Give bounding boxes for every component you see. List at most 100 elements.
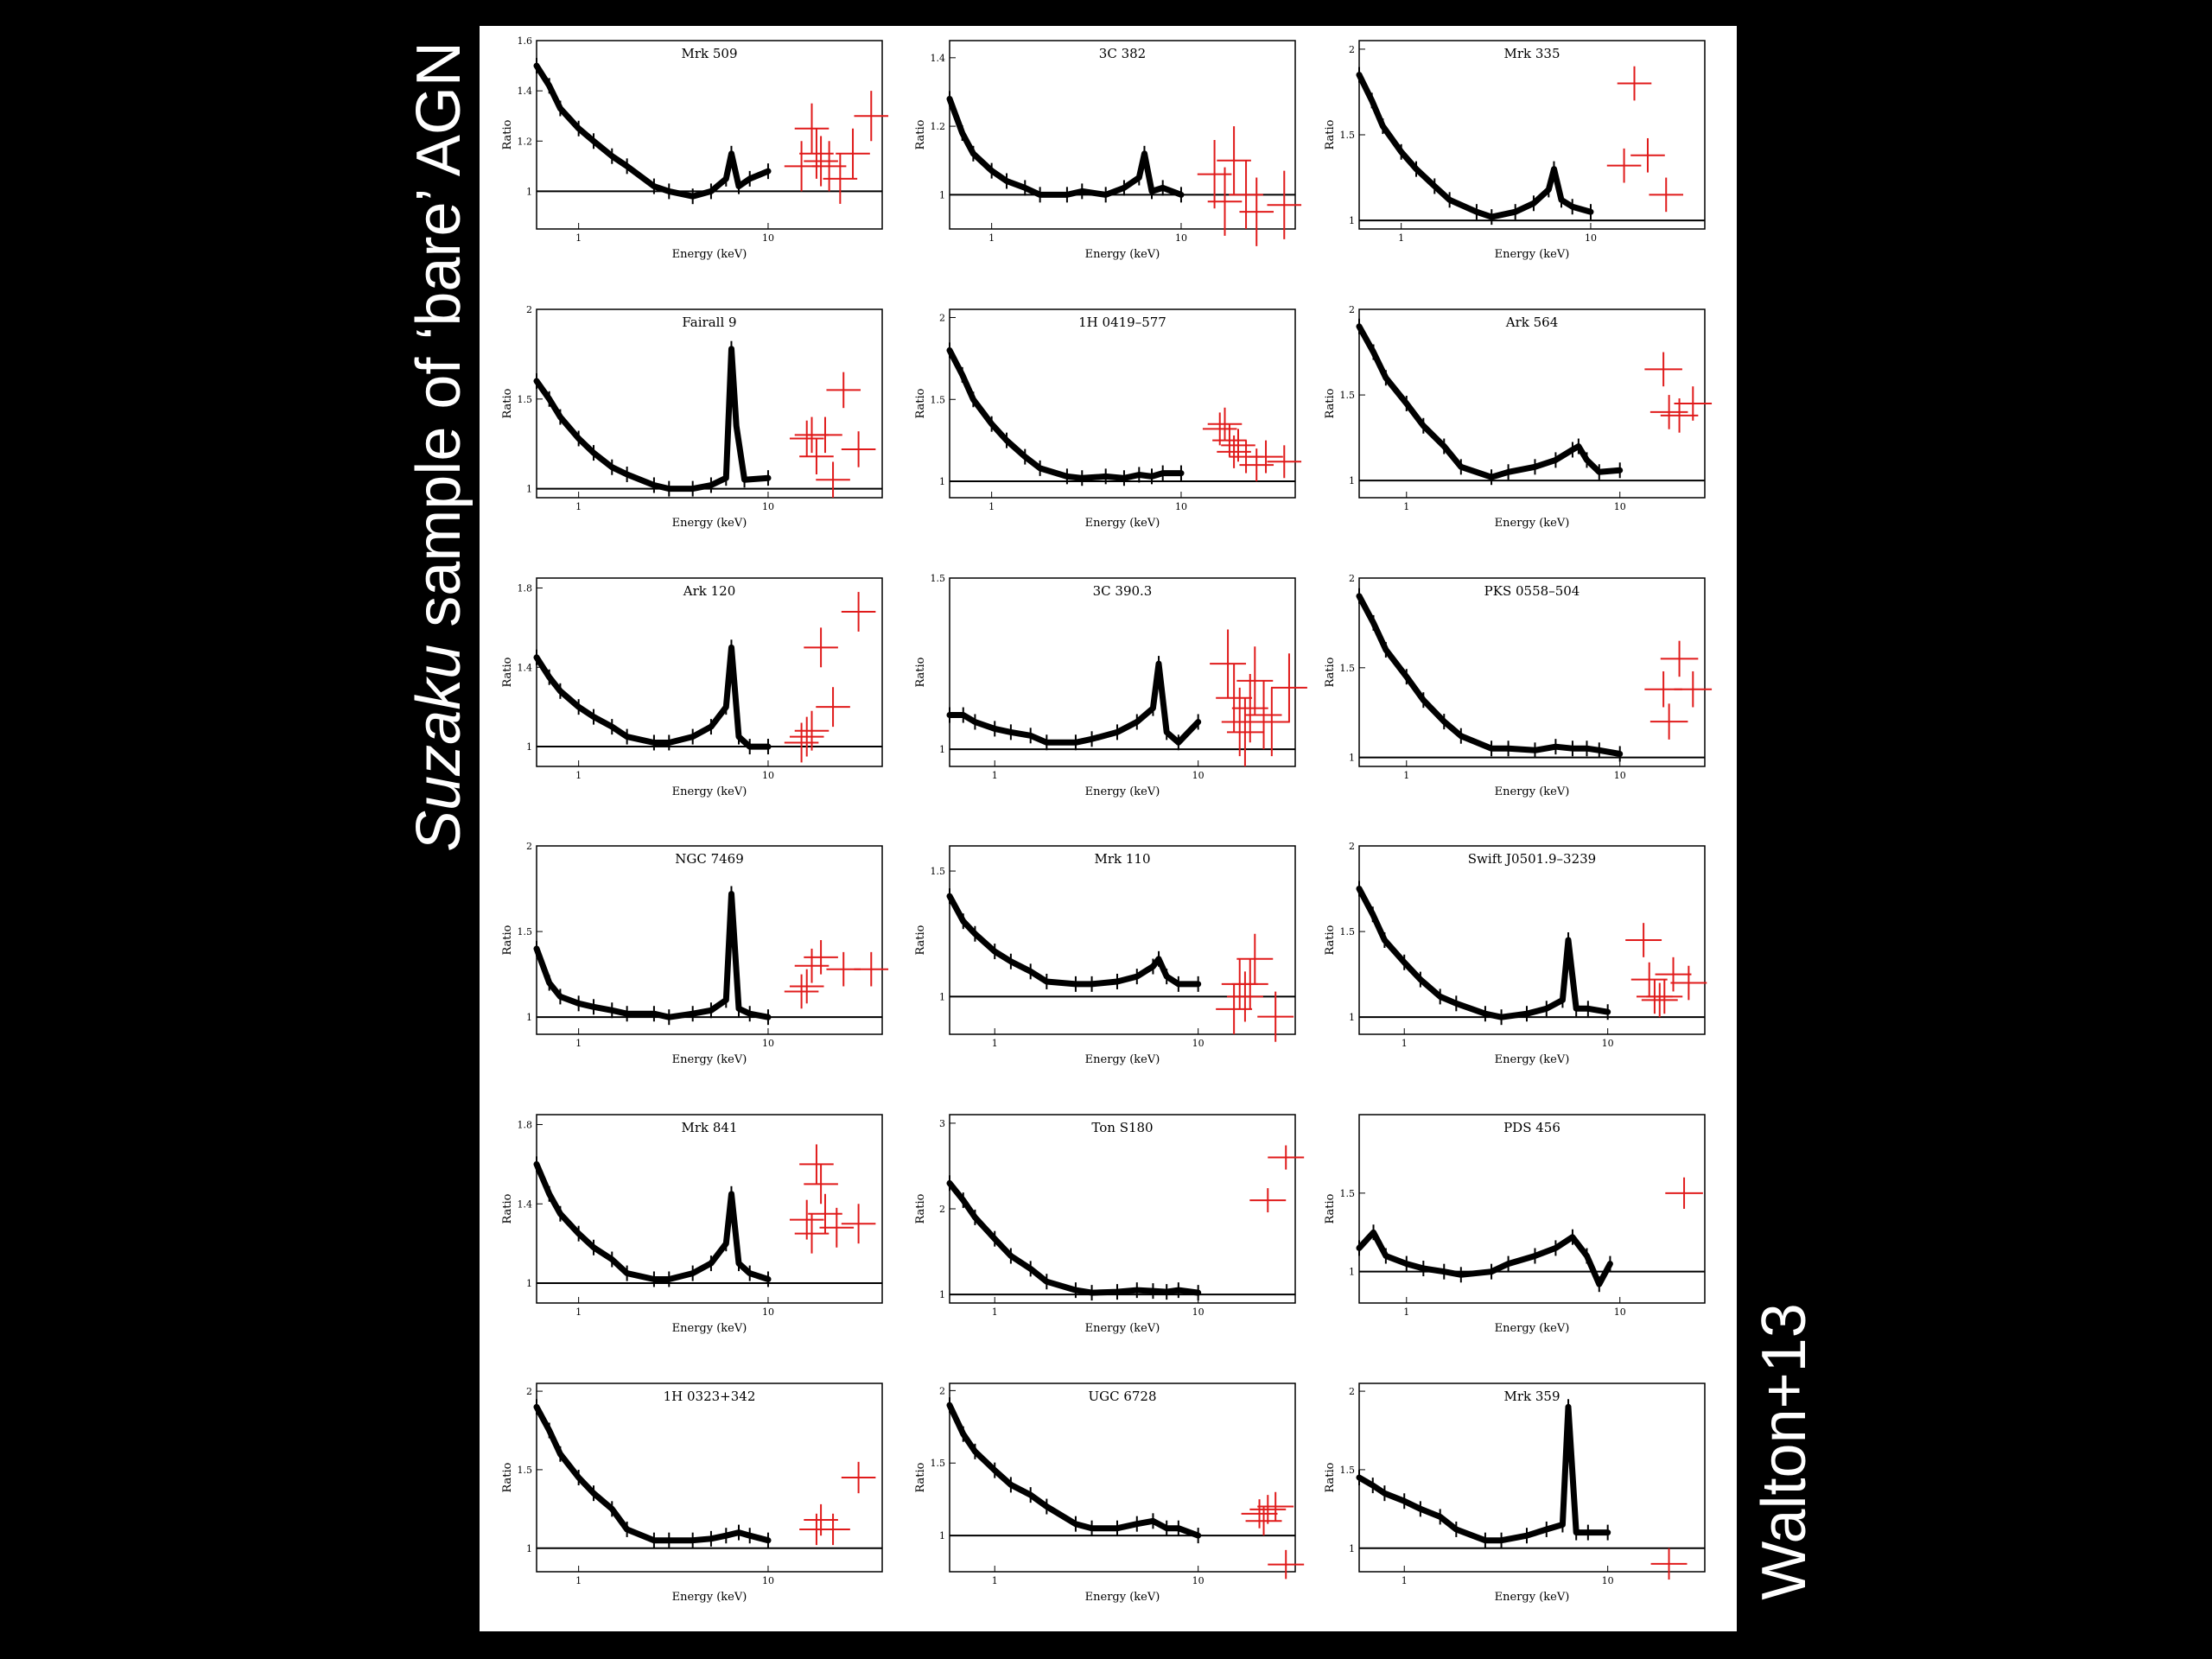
panel-1-ytick-label: 1.2 <box>518 136 533 147</box>
panel-3-title: Mrk 335 <box>1503 46 1560 61</box>
panel-9-xis-series <box>1356 593 1624 757</box>
panel-7-title: Ark 120 <box>683 583 736 599</box>
panel-8-xtick-label: 1 <box>992 770 998 781</box>
panel-13-xis-series <box>533 1160 772 1282</box>
panel-5-frame <box>949 308 1296 499</box>
panel-6-ytick-label: 2 <box>1349 304 1355 315</box>
panel-14-ytick-label: 1 <box>939 1289 945 1300</box>
panel-16-ytick-label: 1 <box>526 1543 532 1554</box>
panel-4: Fairall 9 1 1.5 2 1 10 Ratio Energy (keV) <box>501 304 883 530</box>
panel-12-title: Swift J0501.9–3239 <box>1468 851 1596 867</box>
panel-4-ytick-label: 1 <box>526 484 532 495</box>
panel-3-ylabel: Ratio <box>1324 119 1337 149</box>
panel-18-ytick-label: 1.5 <box>1340 1465 1356 1476</box>
panel-6-xlabel: Energy (keV) <box>1495 517 1570 530</box>
panel-12-xlabel: Energy (keV) <box>1495 1053 1570 1066</box>
panel-2-title: 3C 382 <box>1099 46 1146 61</box>
panel-13-title: Mrk 841 <box>681 1120 737 1135</box>
panel-5-xis-series <box>946 346 1185 481</box>
panel-6: Ark 564 1 1.5 2 1 10 Ratio Energy (keV) <box>1324 304 1713 530</box>
panel-12-xis-series <box>1356 886 1611 1020</box>
panel-13-xtick-label: 10 <box>762 1306 774 1318</box>
panel-8-ytick-label: 1 <box>939 744 945 755</box>
panel-8-xlabel: Energy (keV) <box>1085 785 1160 798</box>
panel-15-ytick-label: 1.5 <box>1340 1188 1356 1199</box>
panel-1-ytick-label: 1.4 <box>518 86 533 97</box>
panel-1-xtick-label: 10 <box>762 232 774 244</box>
panel-2-ytick-label: 1 <box>939 189 945 200</box>
panel-5-ytick-label: 2 <box>939 312 945 323</box>
panel-13-ytick-label: 1.8 <box>518 1119 533 1130</box>
slide-title-text: Suzaku sample of ‘bare’ AGN <box>404 41 474 852</box>
panel-15: PDS 456 1 1.5 1 10 Ratio Energy (keV) <box>1324 1114 1706 1335</box>
panel-10-title: NGC 7469 <box>675 851 744 867</box>
panel-16-frame <box>536 1382 883 1573</box>
panel-14-frame <box>949 1114 1296 1304</box>
panel-2-xtick-label: 1 <box>988 232 995 244</box>
panel-1-xis-series <box>533 62 772 200</box>
panel-9-xtick-label: 10 <box>1614 770 1626 781</box>
panel-7-xtick-label: 10 <box>762 770 774 781</box>
panel-2-xis-series <box>946 95 1185 198</box>
panel-17-title: UGC 6728 <box>1088 1389 1156 1404</box>
panel-1-xlabel: Energy (keV) <box>672 248 747 261</box>
panel-16-xtick-label: 10 <box>762 1575 774 1586</box>
panel-10: NGC 7469 1 1.5 2 1 10 Ratio Energy (keV) <box>501 841 889 1066</box>
panel-6-ytick-label: 1 <box>1349 475 1355 486</box>
panel-12: Swift J0501.9–3239 1 1.5 2 1 10 Ratio Energy (k… <box>1324 841 1707 1066</box>
panel-11-xlabel: Energy (keV) <box>1085 1053 1160 1066</box>
panel-18-frame <box>1358 1382 1706 1573</box>
panel-4-ylabel: Ratio <box>501 388 514 418</box>
panel-4-frame <box>536 308 883 499</box>
panel-6-xtick-label: 1 <box>1403 501 1409 512</box>
panel-14-ytick-label: 3 <box>939 1118 945 1129</box>
panel-9: PKS 0558–504 1 1.5 2 1 10 Ratio Energy (keV) <box>1324 573 1713 798</box>
panel-17-ytick-label: 1 <box>939 1530 945 1541</box>
panel-3: Mrk 335 1 1.5 2 1 10 Ratio Energy (keV) <box>1324 40 1706 261</box>
panel-17-ylabel: Ratio <box>914 1462 927 1492</box>
panel-11-xis-series <box>946 893 1202 988</box>
panel-12-ytick-label: 2 <box>1349 841 1355 852</box>
panel-4-ytick-label: 2 <box>526 304 532 315</box>
panel-13-ylabel: Ratio <box>501 1193 514 1224</box>
panel-13-ytick-label: 1.4 <box>518 1198 533 1210</box>
panel-18-xlabel: Energy (keV) <box>1495 1591 1570 1604</box>
panel-2-xtick-label: 10 <box>1175 232 1187 244</box>
panel-12-ytick-label: 1 <box>1349 1012 1355 1023</box>
panel-13-ytick-label: 1 <box>526 1278 532 1289</box>
panel-1: Mrk 509 1 1.2 1.4 1.6 1 10 Ratio Energy (keV) <box>501 35 889 261</box>
panel-9-xtick-label: 1 <box>1403 770 1409 781</box>
panel-17-xlabel: Energy (keV) <box>1085 1591 1160 1604</box>
slide-title-italic: Suzaku <box>404 644 474 852</box>
citation-text: Walton+13 <box>1750 1303 1819 1600</box>
panel-6-xis-series <box>1356 323 1624 480</box>
panel-2-xlabel: Energy (keV) <box>1085 248 1160 261</box>
panel-5-xtick-label: 1 <box>988 501 995 512</box>
panel-18-ytick-label: 2 <box>1349 1386 1355 1397</box>
panel-16: 1H 0323+342 1 1.5 2 1 10 Ratio Energy (keV) <box>501 1382 883 1604</box>
panel-16-title: 1H 0323+342 <box>664 1389 756 1404</box>
panel-18: Mrk 359 1 1.5 2 1 10 Ratio Energy (keV) <box>1324 1382 1706 1604</box>
panel-1-ylabel: Ratio <box>501 119 514 149</box>
panel-6-title: Ark 564 <box>1505 315 1559 330</box>
panel-9-frame <box>1358 577 1706 767</box>
panel-2: 3C 382 1 1.2 1.4 1 10 Ratio Energy (keV) <box>914 40 1302 261</box>
panel-13-frame <box>536 1114 883 1304</box>
panel-4-xtick-label: 10 <box>762 501 774 512</box>
panel-10-ytick-label: 2 <box>526 841 532 852</box>
panel-1-ytick-label: 1 <box>526 186 532 197</box>
panel-7-frame <box>536 577 883 767</box>
panel-18-xis-series <box>1356 1403 1611 1544</box>
panel-1-frame <box>536 40 883 230</box>
panel-8-ylabel: Ratio <box>914 657 927 687</box>
panel-10-ytick-label: 1.5 <box>518 926 533 938</box>
panel-6-ylabel: Ratio <box>1324 388 1337 418</box>
panel-17-xis-series <box>946 1402 1202 1539</box>
panel-13: Mrk 841 1 1.4 1.8 1 10 Ratio Energy (keV) <box>501 1114 883 1335</box>
panel-16-xlabel: Energy (keV) <box>672 1591 747 1604</box>
panel-10-ytick-label: 1 <box>526 1012 532 1023</box>
panel-9-ytick-label: 1 <box>1349 753 1355 764</box>
panel-8-frame <box>949 577 1296 767</box>
panel-3-xtick-label: 1 <box>1398 232 1404 244</box>
